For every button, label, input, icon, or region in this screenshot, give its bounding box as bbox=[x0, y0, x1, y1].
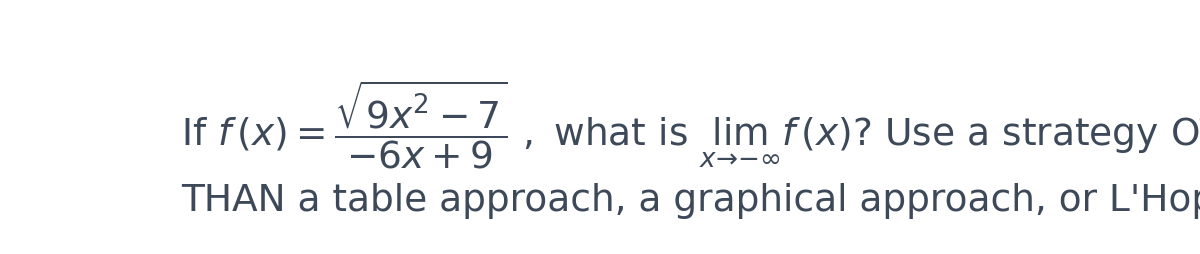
Text: THAN a table approach, a graphical approach, or L'Hopital's Rule.: THAN a table approach, a graphical appro… bbox=[181, 183, 1200, 218]
Text: $\mathrm{If}\ f\,(x) = \dfrac{\sqrt{9x^2-7}}{-6x+9}\ \mathrm{,\ what\ is}\ \lim_: $\mathrm{If}\ f\,(x) = \dfrac{\sqrt{9x^2… bbox=[181, 78, 1200, 171]
